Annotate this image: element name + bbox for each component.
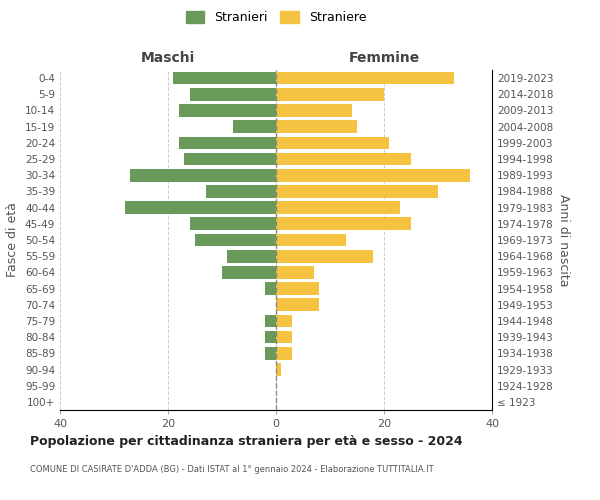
Bar bbox=[276, 136, 389, 149]
Text: COMUNE DI CASIRATE D'ADDA (BG) - Dati ISTAT al 1° gennaio 2024 - Elaborazione TU: COMUNE DI CASIRATE D'ADDA (BG) - Dati IS… bbox=[30, 465, 434, 474]
Bar bbox=[276, 120, 357, 133]
Text: Femmine: Femmine bbox=[349, 51, 419, 65]
Bar bbox=[276, 266, 314, 278]
Bar bbox=[125, 202, 276, 214]
Bar bbox=[276, 347, 292, 360]
Bar bbox=[276, 88, 384, 101]
Bar bbox=[276, 218, 411, 230]
Y-axis label: Fasce di età: Fasce di età bbox=[7, 202, 19, 278]
Bar bbox=[276, 104, 352, 117]
Bar bbox=[173, 72, 276, 85]
Bar bbox=[265, 347, 276, 360]
Bar bbox=[179, 104, 276, 117]
Bar bbox=[276, 363, 281, 376]
Bar bbox=[276, 314, 292, 328]
Bar bbox=[206, 185, 276, 198]
Bar bbox=[276, 169, 470, 181]
Bar bbox=[265, 331, 276, 344]
Bar bbox=[233, 120, 276, 133]
Bar bbox=[276, 185, 438, 198]
Bar bbox=[276, 234, 346, 246]
Bar bbox=[179, 136, 276, 149]
Bar bbox=[276, 250, 373, 262]
Bar bbox=[222, 266, 276, 278]
Bar bbox=[265, 314, 276, 328]
Bar bbox=[130, 169, 276, 181]
Bar bbox=[190, 218, 276, 230]
Bar bbox=[276, 202, 400, 214]
Bar bbox=[276, 72, 454, 85]
Y-axis label: Anni di nascita: Anni di nascita bbox=[557, 194, 570, 286]
Bar bbox=[190, 88, 276, 101]
Bar bbox=[276, 331, 292, 344]
Bar bbox=[227, 250, 276, 262]
Text: Popolazione per cittadinanza straniera per età e sesso - 2024: Popolazione per cittadinanza straniera p… bbox=[30, 435, 463, 448]
Bar bbox=[195, 234, 276, 246]
Bar bbox=[265, 282, 276, 295]
Bar bbox=[276, 152, 411, 166]
Legend: Stranieri, Straniere: Stranieri, Straniere bbox=[181, 6, 371, 29]
Bar bbox=[276, 282, 319, 295]
Bar bbox=[276, 298, 319, 311]
Bar bbox=[184, 152, 276, 166]
Text: Maschi: Maschi bbox=[141, 51, 195, 65]
